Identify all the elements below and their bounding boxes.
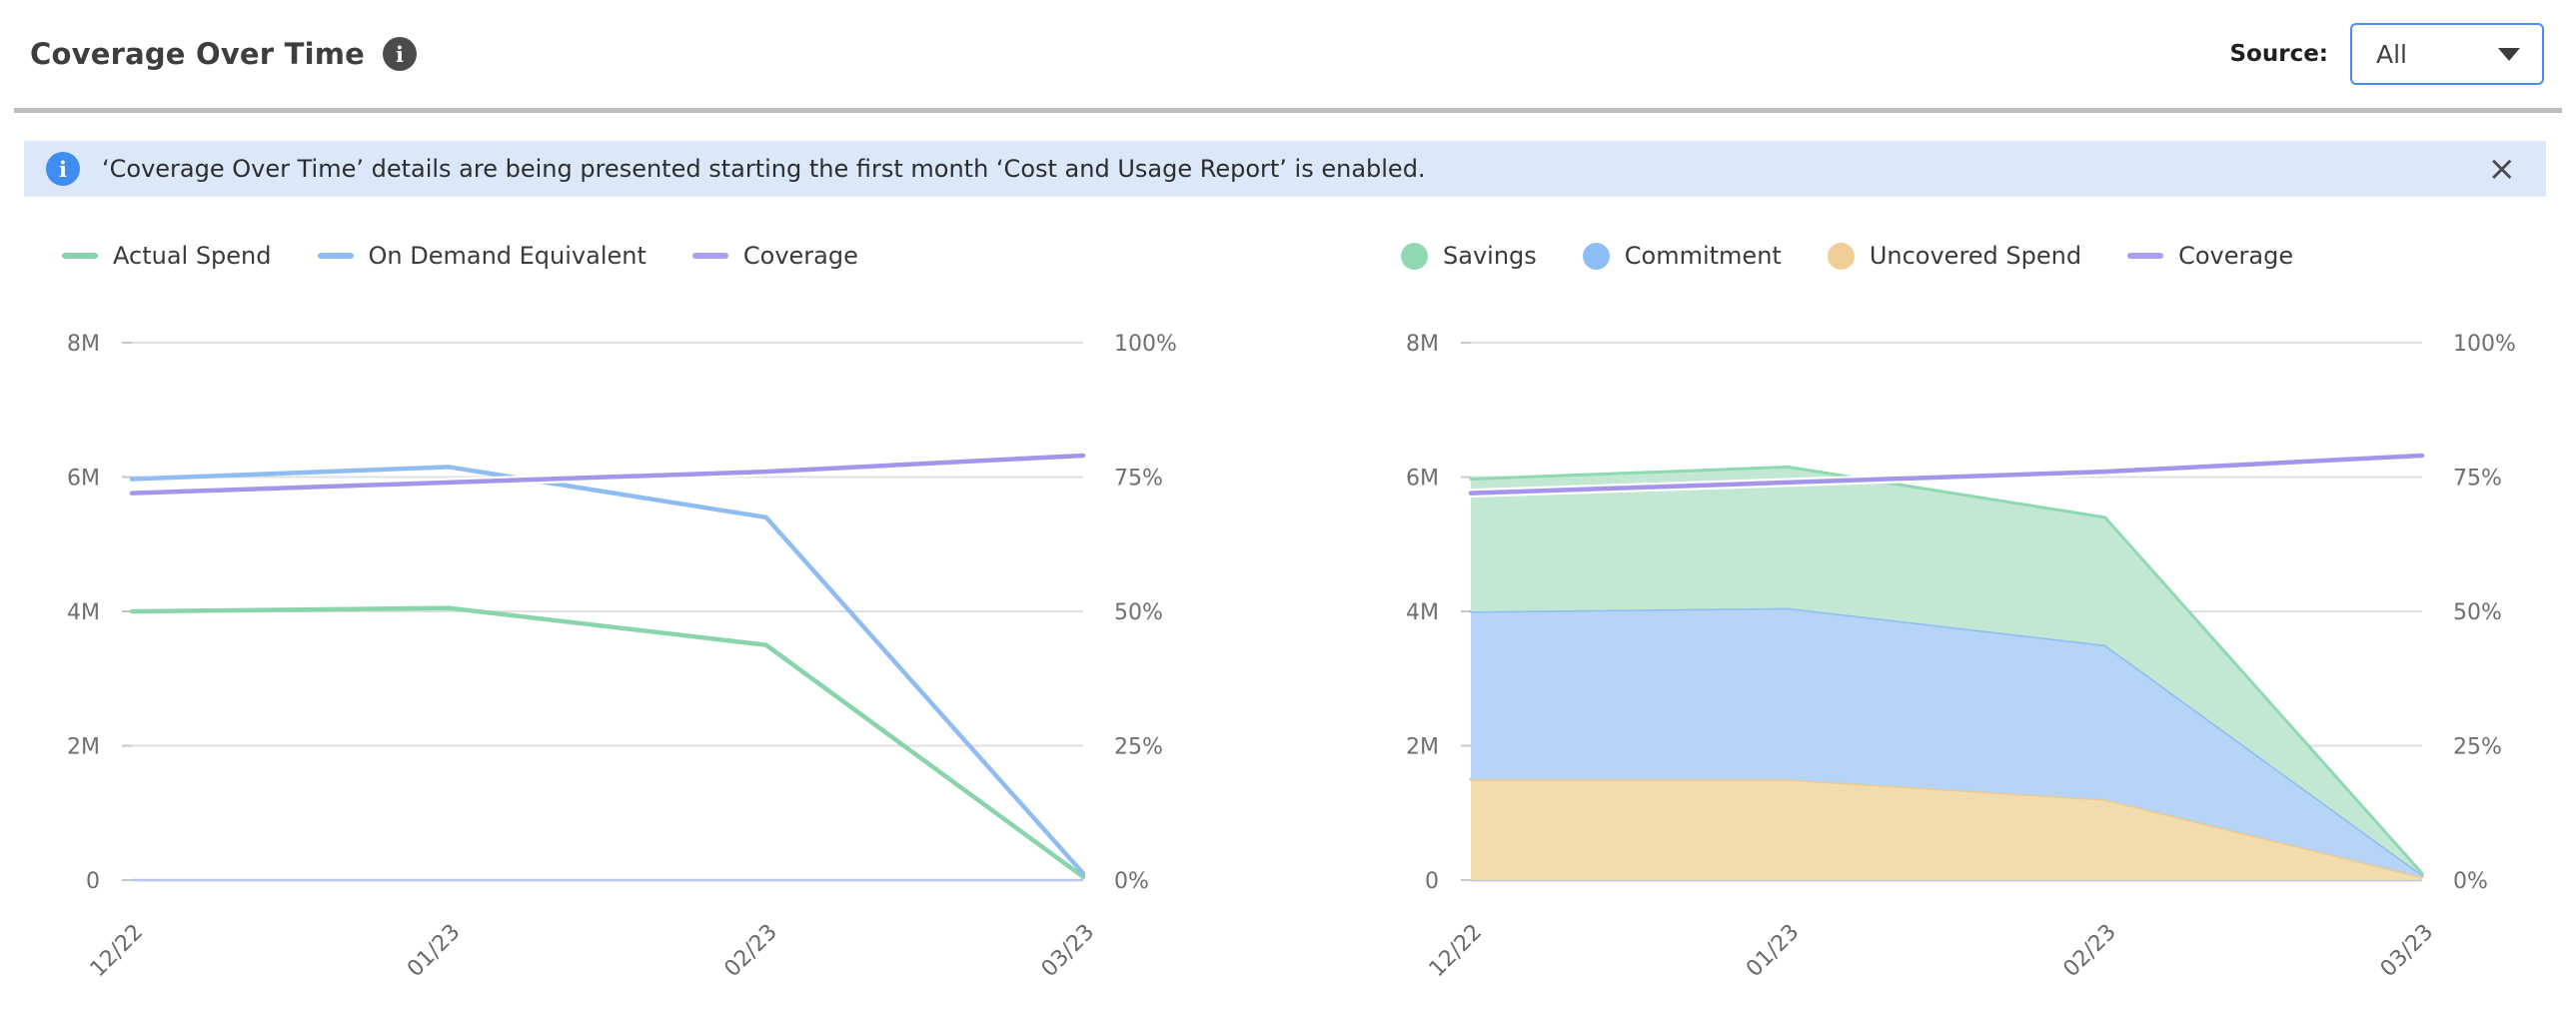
y-axis-tick-label: 0 (86, 869, 100, 894)
legend-label: Savings (1443, 242, 1537, 270)
y-axis-tick-label: 4M (1406, 600, 1439, 625)
line-chart-legend: Actual Spend On Demand Equivalent Coverage (40, 236, 1237, 276)
y-axis-tick-label: 8M (1406, 332, 1439, 357)
series-on-demand-equivalent-line (129, 465, 1086, 876)
x-axis-label: 03/23 (1037, 920, 1100, 983)
info-tooltip-icon[interactable]: i (383, 37, 418, 71)
y-axis-tick-label: 6M (67, 467, 100, 492)
legend-label: Commitment (1624, 242, 1782, 270)
banner-close-button[interactable]: × (2484, 152, 2521, 186)
x-axis-label: 01/23 (403, 920, 466, 983)
coverage-area-chart-canvas[interactable]: 0 0% 2M 25% 4M 50% 6M 75% 8M 100% 12/22 01/23 02/23 0… (1379, 290, 2576, 989)
x-axis-label: 12/22 (1425, 920, 1488, 983)
banner-text: ‘Coverage Over Time’ details are being p… (102, 155, 1426, 183)
source-dropdown[interactable]: All (2350, 23, 2544, 85)
y2-axis-tick-label: 100% (2453, 332, 2516, 357)
coverage-area-chart: Savings Commitment Uncovered Spend Coverage… (1379, 236, 2576, 1015)
title-wrap: Coverage Over Time i (30, 0, 418, 108)
legend-item-coverage[interactable]: Coverage (691, 242, 858, 270)
series-savings-area (1471, 467, 2422, 875)
legend-label: Coverage (742, 242, 858, 270)
series-uncovered-spend-area (1471, 779, 2422, 880)
header-divider (14, 108, 2562, 113)
y-axis-tick-label: 6M (1406, 467, 1439, 492)
y2-axis-tick-label: 50% (1114, 600, 1163, 625)
area-chart-legend: Savings Commitment Uncovered Spend Coverage (1379, 236, 2576, 276)
y-axis-tick-label: 2M (67, 735, 100, 760)
close-icon: × (2487, 149, 2517, 189)
source-label: Source: (2229, 41, 2328, 67)
legend-label: On Demand Equivalent (368, 242, 646, 270)
y-axis-tick-label: 4M (67, 600, 100, 625)
legend-item-commitment[interactable]: Commitment (1582, 242, 1782, 270)
series-actual-spend-line (129, 605, 1086, 879)
x-axis-label: 03/23 (2376, 920, 2439, 983)
x-axis-label: 02/23 (2058, 920, 2121, 983)
legend-item-uncovered-spend[interactable]: Uncovered Spend (1827, 242, 2082, 270)
commitment-swatch-icon (1582, 242, 1610, 270)
y2-axis-tick-label: 75% (1114, 467, 1163, 492)
info-banner: i ‘Coverage Over Time’ details are being… (24, 141, 2546, 197)
y2-axis-tick-label: 0% (1114, 869, 1149, 894)
x-axis-label: 01/23 (1742, 920, 1805, 983)
series-commitment-area (1471, 607, 2422, 877)
y-axis-tick-label: 8M (67, 332, 100, 357)
y2-axis-tick-label: 0% (2453, 869, 2488, 894)
y2-axis-tick-label: 50% (2453, 600, 2502, 625)
series-coverage-line (129, 453, 1086, 496)
source-control: Source: All (2229, 0, 2544, 108)
legend-item-savings[interactable]: Savings (1401, 242, 1537, 270)
y2-axis-tick-label: 100% (1114, 332, 1177, 357)
y-axis-tick-label: 2M (1406, 735, 1439, 760)
chevron-down-icon (2498, 47, 2520, 61)
y2-axis-tick-label: 25% (1114, 735, 1163, 760)
on-demand-equivalent-swatch-icon (317, 253, 354, 259)
savings-swatch-icon (1401, 242, 1428, 270)
legend-item-coverage[interactable]: Coverage (2127, 242, 2293, 270)
actual-spend-swatch-icon (62, 253, 98, 259)
coverage-swatch-icon (691, 253, 728, 259)
y-axis-tick-label: 0 (1425, 869, 1439, 894)
legend-label: Actual Spend (113, 242, 272, 270)
legend-item-on-demand-equivalent[interactable]: On Demand Equivalent (317, 242, 646, 270)
coverage-swatch-icon (2127, 253, 2164, 259)
page-title: Coverage Over Time (30, 37, 366, 71)
widget-header: Coverage Over Time i Source: All (0, 0, 2576, 108)
series-coverage-line (1468, 453, 2425, 496)
x-axis-label: 02/23 (719, 920, 782, 983)
y2-axis-tick-label: 75% (2453, 467, 2502, 492)
legend-label: Coverage (2178, 242, 2294, 270)
legend-item-actual-spend[interactable]: Actual Spend (62, 242, 272, 270)
coverage-line-chart: Actual Spend On Demand Equivalent Coverage… (40, 236, 1237, 1015)
banner-info-icon: i (46, 152, 80, 186)
coverage-line-chart-canvas[interactable]: 0 0% 2M 25% 4M 50% 6M 75% 8M 100% 12/22 01/23 02/23 0… (40, 290, 1237, 989)
y2-axis-tick-label: 25% (2453, 735, 2502, 760)
legend-label: Uncovered Spend (1869, 242, 2082, 270)
series-savings-edge (1469, 465, 2424, 875)
source-dropdown-value: All (2376, 39, 2407, 69)
uncovered-spend-swatch-icon (1827, 242, 1855, 270)
x-axis-label: 12/22 (86, 920, 149, 983)
